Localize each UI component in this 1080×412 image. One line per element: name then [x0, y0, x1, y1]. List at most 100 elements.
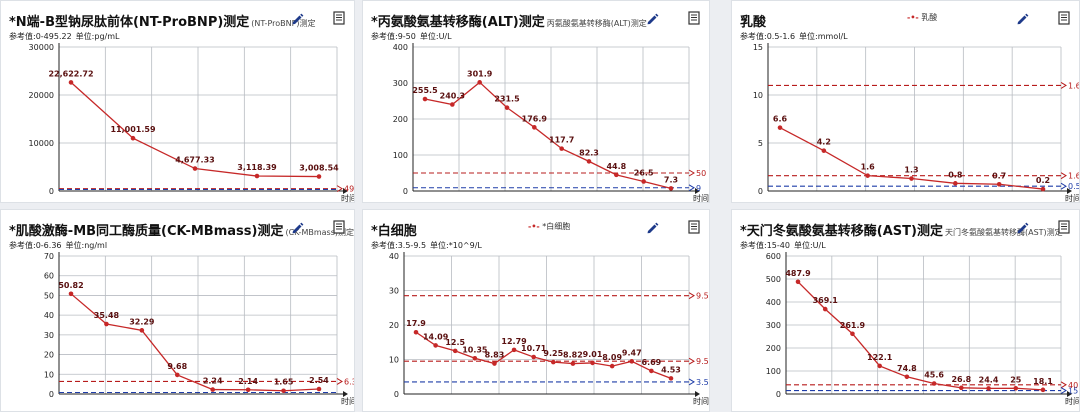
data-point: [850, 331, 855, 337]
chart-title: *丙氨酸氨基转移酶(ALT)测定 丙氨酸氨基转移酶(ALT)测定: [371, 11, 647, 30]
data-point: [959, 385, 964, 391]
document-icon[interactable]: [332, 11, 346, 25]
document-icon[interactable]: [1057, 11, 1071, 25]
pen-tip: [300, 222, 304, 226]
pen-icon[interactable]: [1015, 220, 1029, 234]
chart-title-text: 乳酸: [740, 15, 767, 30]
upper-reference-line-arrow: [1060, 172, 1067, 180]
document-icon[interactable]: [1057, 220, 1071, 234]
extra-reference-line-arrow: [688, 292, 695, 300]
data-label: 44.8: [606, 162, 626, 171]
lower-reference-line-label: 9: [696, 184, 701, 193]
y-tick-label: 30000: [29, 43, 54, 52]
data-point: [822, 306, 828, 312]
chart-subtitle: 天门冬氨酸氨基转移酶(AST)测定: [944, 228, 1063, 237]
data-label: 9.25: [543, 349, 563, 358]
data-point: [649, 368, 654, 374]
data-point: [532, 125, 537, 130]
x-axis-arrow: [343, 391, 348, 397]
pen-icon[interactable]: [645, 220, 659, 234]
upper-reference-line-label: 495.2: [344, 185, 355, 194]
pen-icon[interactable]: [290, 11, 304, 25]
data-label: 50.82: [58, 281, 83, 290]
data-label: 9.68: [167, 362, 187, 371]
ref-label: 参考值:: [740, 32, 767, 41]
upper-reference-line-label: 40: [1068, 381, 1078, 390]
pen-icon[interactable]: [1015, 11, 1029, 25]
chart-panel-ntprobnp: *N端-B型钠尿肽前体(NT-ProBNP)测定 (NT-ProBNP)测定 参考值…: [0, 0, 355, 203]
legend-label: 乳酸: [918, 13, 938, 22]
data-label: 14.09: [423, 332, 449, 341]
y-tick-label: 20000: [29, 91, 54, 100]
y-tick-label: 0: [49, 390, 54, 399]
document-icon[interactable]: [687, 220, 701, 234]
data-point: [986, 386, 991, 391]
y-tick-label: 20: [389, 321, 399, 330]
y-tick-label: 0: [758, 187, 763, 196]
data-label: 18.1: [1033, 377, 1053, 386]
reference-range: 参考值:15-40 单位:U/L: [740, 240, 826, 251]
y-tick-label: 100: [393, 151, 408, 160]
ref-value: 0.5-1.6: [766, 32, 796, 41]
chart-title: *肌酸激酶-MB同工酶质量(CK-MBmass)测定 (CK-MBmass)测定: [9, 220, 354, 239]
data-label: 24.4: [979, 375, 999, 384]
y-tick-label: 0: [776, 390, 781, 399]
data-point: [130, 135, 136, 141]
y-tick-label: 600: [766, 252, 781, 261]
lower-reference-line-label: 15: [1068, 387, 1078, 396]
chart-title-text: *白细胞: [371, 224, 417, 239]
chart-title: *白细胞: [371, 220, 417, 239]
data-point: [281, 388, 286, 394]
pen-tip: [300, 13, 304, 17]
pen-icon[interactable]: [645, 11, 659, 25]
data-point: [316, 386, 322, 392]
chart-panel-wbc: *白细胞 参考值:3.5-9.5 单位:*10^9/L -•- *白细胞 0 10 20 30…: [362, 209, 710, 412]
data-label: 231.5: [494, 95, 520, 104]
chart-title: *N端-B型钠尿肽前体(NT-ProBNP)测定 (NT-ProBNP)测定: [9, 11, 316, 30]
data-point: [865, 173, 870, 178]
data-label: 4.2: [817, 138, 831, 147]
ref-value: 0-495.22: [35, 32, 72, 41]
data-label: 25: [1010, 375, 1022, 384]
data-label: 1.3: [904, 166, 918, 175]
chart-title-text: *N端-B型钠尿肽前体(NT-ProBNP)测定: [9, 15, 250, 30]
unit-label: 单位:: [419, 32, 439, 41]
reference-range: 参考值:3.5-9.5 单位:*10^9/L: [371, 240, 482, 251]
y-tick-label: 500: [766, 275, 781, 284]
document-icon[interactable]: [332, 220, 346, 234]
document-icon[interactable]: [687, 11, 701, 25]
extra-reference-line-label: 9.5: [696, 292, 709, 301]
upper-reference-line-label: 9.5: [696, 357, 709, 366]
upper-reference-line-arrow: [688, 357, 695, 365]
data-label: 35.48: [94, 311, 120, 320]
series-line: [70, 293, 320, 392]
chart-subtitle: (CK-MBmass)测定: [285, 228, 354, 237]
y-tick-label: 100: [766, 367, 781, 376]
data-point: [433, 343, 438, 348]
pen-tip: [1025, 222, 1029, 226]
upper-reference-line-label: 50: [696, 169, 706, 178]
legend-marker: -•-: [528, 222, 540, 231]
data-point: [641, 179, 646, 184]
data-point: [586, 159, 592, 164]
data-point: [139, 328, 145, 333]
ref-label: 参考值:: [371, 241, 398, 250]
upper-reference-line-arrow: [1060, 381, 1067, 389]
data-point: [609, 363, 615, 369]
y-tick-label: 40: [389, 252, 399, 261]
ref-label: 参考值:: [740, 241, 767, 250]
data-label: 8.09: [602, 353, 622, 362]
reference-range: 参考值:9-50 单位:U/L: [371, 31, 452, 42]
data-label: 4,677.33: [175, 156, 214, 165]
data-point: [477, 80, 482, 85]
unit-label: 单位:: [75, 32, 95, 41]
data-label: 22,622.72: [48, 69, 93, 78]
x-axis-arrow: [343, 188, 348, 194]
pen-icon[interactable]: [290, 220, 304, 234]
x-axis-arrow: [1067, 391, 1072, 397]
chart-title-text: *天门冬氨酸氨基转移酶(AST)测定: [740, 224, 943, 239]
x-axis-label: 时间: [693, 396, 709, 406]
data-point: [996, 181, 1002, 187]
